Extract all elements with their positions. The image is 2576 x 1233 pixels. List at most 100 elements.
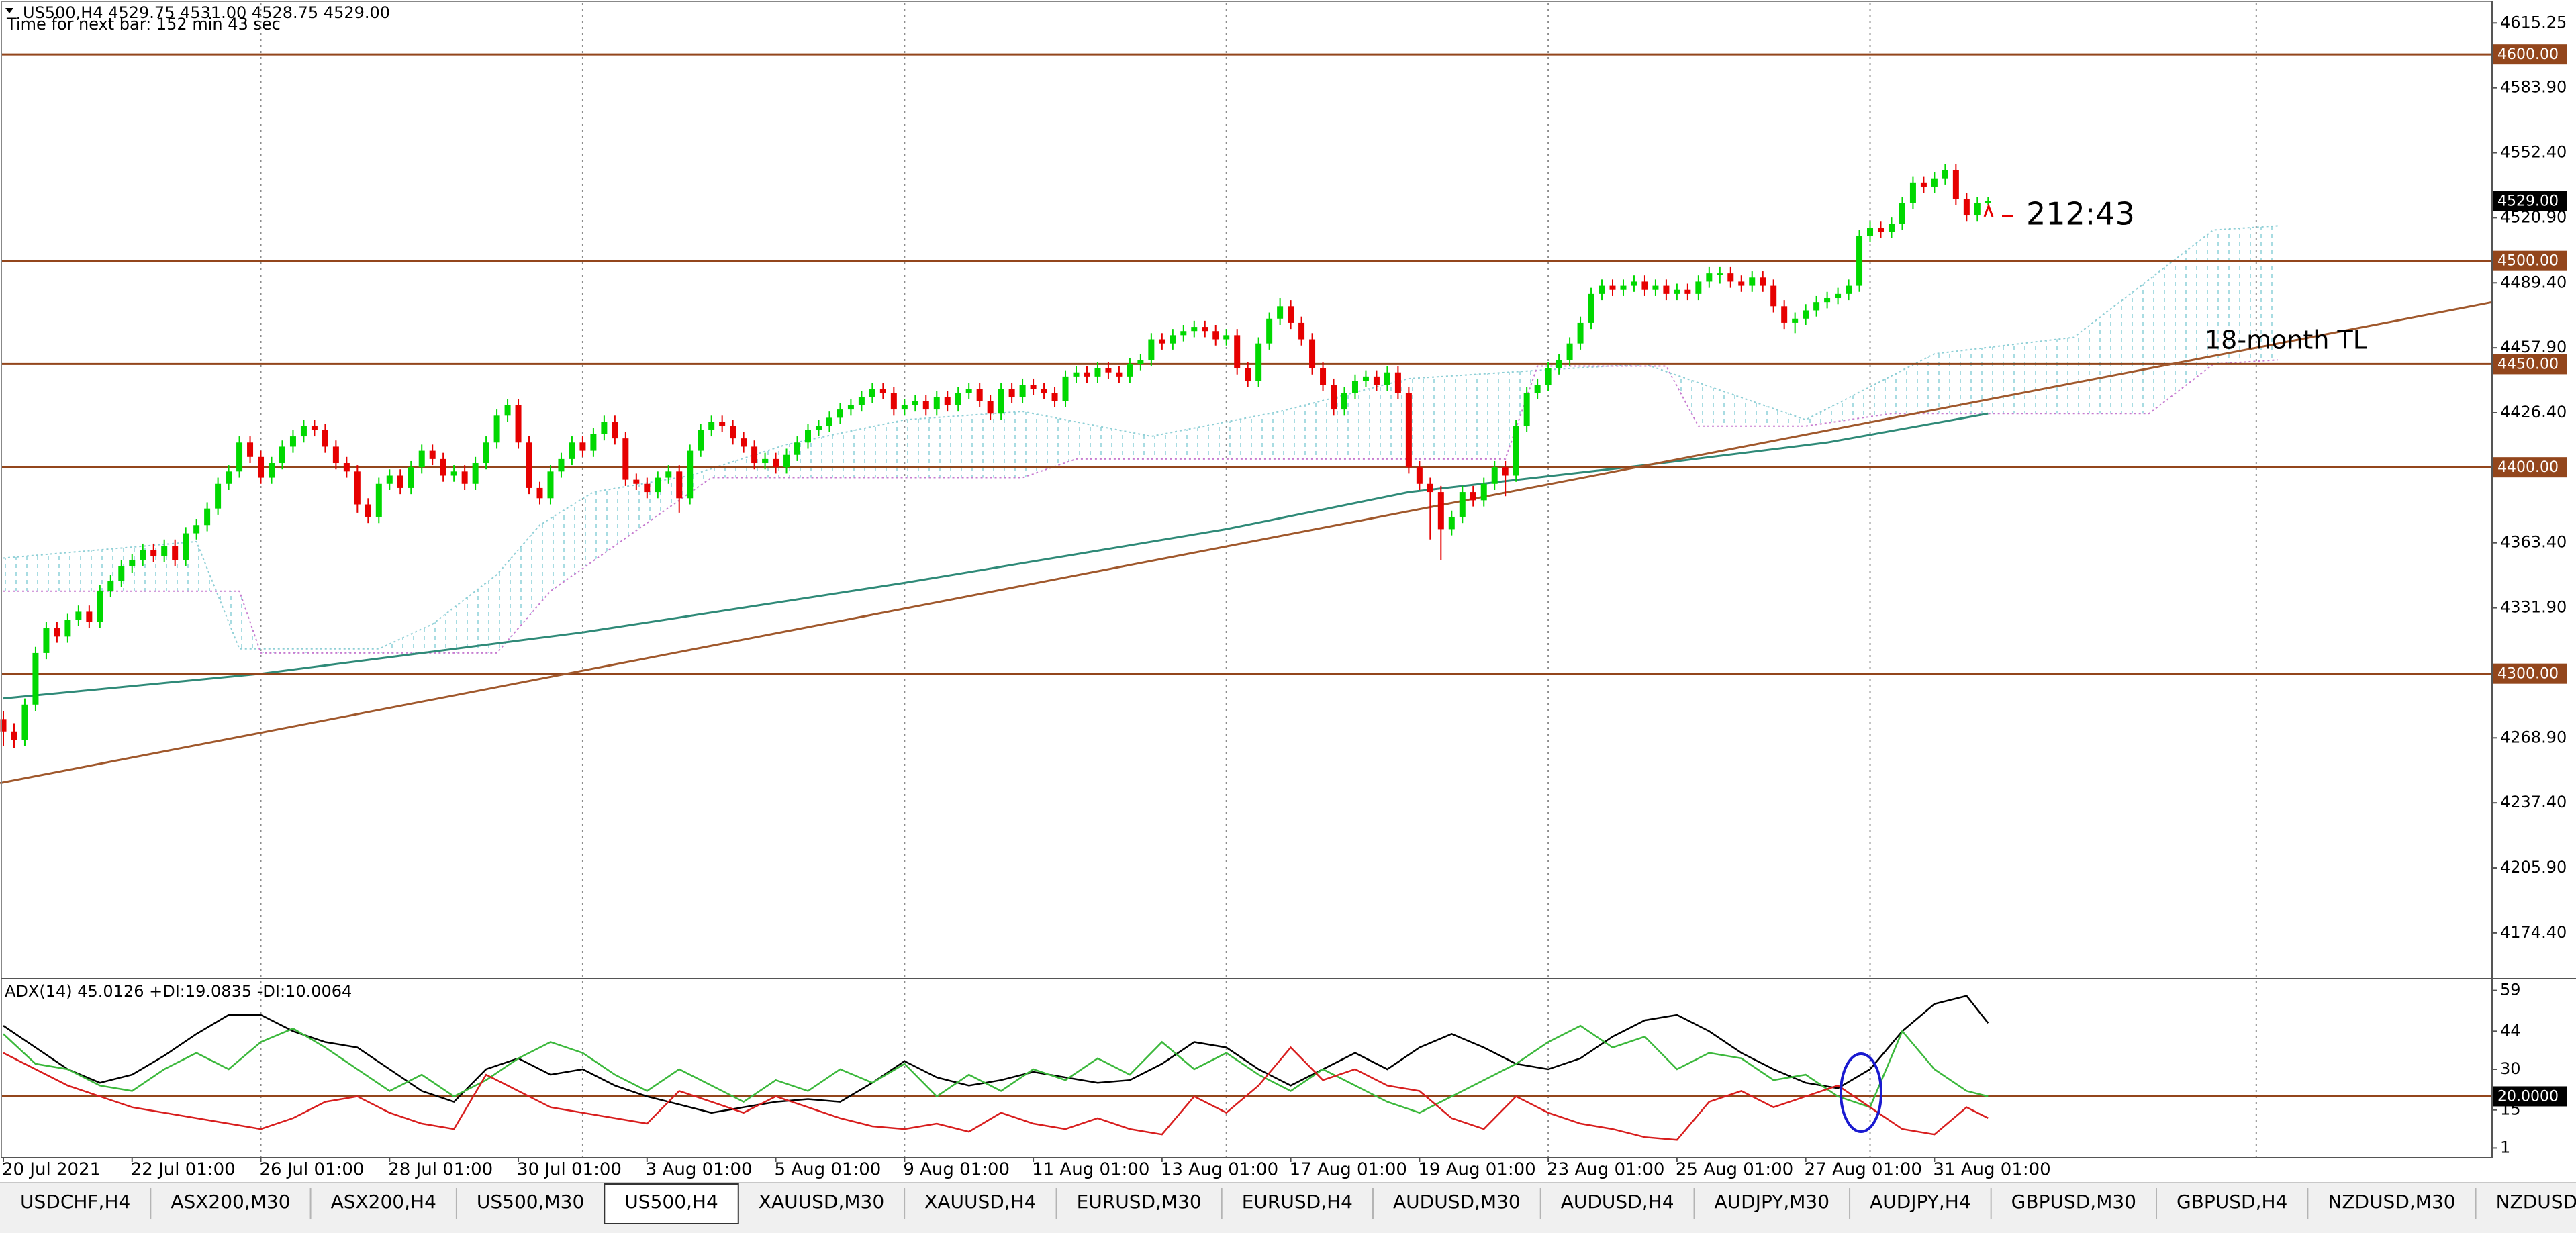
candle-body (1781, 306, 1788, 323)
candle-body (1620, 285, 1627, 290)
candle-body (1159, 339, 1165, 344)
tab[interactable]: ASX200,M30 (171, 1191, 290, 1213)
candle-body (1846, 285, 1852, 294)
tab[interactable]: NZDUSD,H4 (2496, 1191, 2576, 1213)
candle-body (1631, 281, 1637, 286)
candle-body (1513, 426, 1519, 476)
candle-body (343, 463, 350, 472)
candle-body (687, 450, 694, 499)
candle-body (1288, 306, 1294, 323)
candle-body (762, 458, 769, 464)
candle-body (879, 389, 886, 393)
tab[interactable]: USDCHF,H4 (20, 1191, 130, 1213)
level-label: 4500.00 (2497, 253, 2559, 270)
candle-body (1105, 368, 1112, 373)
tab[interactable]: AUDJPY,H4 (1870, 1191, 1971, 1213)
candle-body (1212, 331, 1219, 340)
candle-body (1760, 277, 1766, 286)
candle-body (375, 483, 382, 517)
candle-body (1641, 281, 1648, 290)
candle-body (633, 479, 640, 484)
candle-body (698, 430, 704, 451)
level-label: 4400.00 (2497, 459, 2559, 476)
tab[interactable]: AUDJPY,M30 (1715, 1191, 1830, 1213)
y-tick-label: 4174.40 (2500, 923, 2567, 942)
candle-body (1523, 393, 1530, 426)
candle-body (354, 471, 361, 505)
candle-body (933, 397, 940, 410)
x-tick-label: 5 Aug 01:00 (775, 1160, 881, 1180)
candle-body (75, 611, 82, 620)
candle-body (676, 471, 683, 499)
candle-body (1663, 285, 1670, 294)
candle-body (1373, 376, 1380, 385)
indicator-level-box (2493, 1086, 2567, 1107)
candle-body (21, 704, 28, 740)
candle-body (226, 471, 232, 484)
tab[interactable]: AUDUSD,H4 (1561, 1191, 1674, 1213)
candle-body (1073, 372, 1080, 377)
candle-body (1202, 327, 1208, 332)
candle-body (858, 397, 865, 405)
indicator-line (3, 1024, 1989, 1114)
candle-body (773, 458, 779, 468)
candle-body (429, 450, 436, 459)
candle-body (815, 426, 822, 430)
candle-body (526, 442, 532, 488)
tab[interactable]: GBPUSD,M30 (2011, 1191, 2136, 1213)
candle-body (1008, 389, 1015, 397)
moving-average (3, 412, 1989, 700)
tab[interactable]: ASX200,H4 (331, 1191, 436, 1213)
tab[interactable]: XAUUSD,M30 (759, 1191, 884, 1213)
x-tick-label: 20 Jul 2021 (2, 1160, 101, 1180)
ichimoku-cloud (3, 226, 2278, 653)
candle-body (493, 415, 500, 443)
candle-body (590, 434, 597, 451)
tab[interactable]: GBPUSD,H4 (2177, 1191, 2287, 1213)
candle-body (1706, 273, 1713, 282)
level-label: 4600.00 (2497, 46, 2559, 63)
candle-body (172, 546, 179, 560)
candle-body (890, 393, 897, 410)
y-tick-label: 4552.40 (2500, 143, 2567, 162)
candle-body (1170, 335, 1176, 344)
candle-body (826, 417, 832, 426)
y-tick-label: 4583.90 (2500, 78, 2567, 97)
candle-body (1985, 201, 1991, 203)
candle-body (1331, 385, 1337, 410)
x-tick-label: 19 Aug 01:00 (1418, 1160, 1535, 1180)
tab[interactable]: US500,H4 (624, 1191, 718, 1213)
candle-body (279, 446, 285, 464)
tab[interactable]: NZDUSD,M30 (2328, 1191, 2455, 1213)
tab[interactable]: XAUUSD,H4 (924, 1191, 1036, 1213)
candle-body (1803, 310, 1809, 319)
tab-bar (0, 1183, 2576, 1233)
x-tick-label: 13 Aug 01:00 (1161, 1160, 1278, 1180)
candle-body (1041, 389, 1047, 393)
candle-body (869, 389, 875, 397)
candle-body (1459, 492, 1466, 517)
candle-body (1684, 289, 1691, 294)
candle-body (1030, 385, 1037, 389)
tab[interactable]: EURUSD,H4 (1242, 1191, 1353, 1213)
tab[interactable]: EURUSD,M30 (1077, 1191, 1202, 1213)
highlight-ellipse (1840, 1052, 1882, 1133)
level-box (2493, 663, 2567, 684)
candle-body (741, 438, 747, 447)
x-tick-label: 3 Aug 01:00 (646, 1160, 753, 1180)
tab[interactable]: AUDUSD,M30 (1393, 1191, 1521, 1213)
chart-header: US500,H4 4529.75 4531.00 4528.75 4529.00 (23, 3, 390, 22)
tab[interactable]: US500,M30 (477, 1191, 584, 1213)
candle-body (837, 409, 843, 418)
candle-body (215, 483, 222, 509)
candle-body (1609, 285, 1616, 290)
x-tick-label: 17 Aug 01:00 (1290, 1160, 1407, 1180)
candle-body (1942, 170, 1948, 179)
candle-body (1480, 483, 1487, 501)
candle-body (140, 550, 146, 560)
candle-body (1566, 343, 1573, 360)
candle-body (719, 422, 726, 426)
candle-body (1963, 199, 1970, 216)
candle-body (269, 463, 275, 478)
candle-body (1062, 376, 1069, 401)
